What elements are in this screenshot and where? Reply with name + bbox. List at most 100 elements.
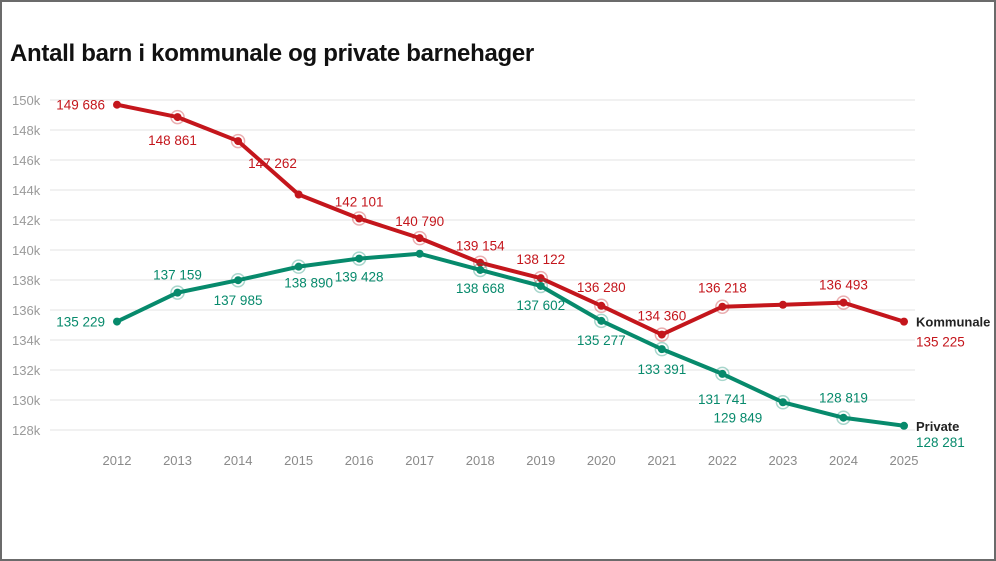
data-label: 136 218 xyxy=(698,281,747,296)
data-point xyxy=(657,330,666,339)
y-tick-label: 130k xyxy=(12,393,41,408)
y-tick-label: 132k xyxy=(12,363,41,378)
data-point-halo xyxy=(291,259,306,274)
data-label: 136 493 xyxy=(819,278,868,293)
data-point xyxy=(536,281,545,290)
data-point xyxy=(597,301,606,310)
data-label: 136 280 xyxy=(577,280,626,295)
data-point xyxy=(234,137,243,146)
data-label: 135 277 xyxy=(577,333,626,348)
series-name-label: Kommunale xyxy=(916,315,990,330)
data-point xyxy=(113,100,121,109)
data-point-halo xyxy=(594,298,609,314)
data-point xyxy=(900,421,908,430)
data-point-halo xyxy=(230,133,246,149)
y-tick-label: 128k xyxy=(12,423,41,438)
data-point-halo xyxy=(351,211,367,226)
data-label: 138 668 xyxy=(456,281,505,296)
x-tick-label: 2014 xyxy=(224,453,253,468)
data-point xyxy=(657,345,666,354)
x-tick-label: 2015 xyxy=(284,453,313,468)
data-point xyxy=(900,317,908,326)
data-point xyxy=(294,190,303,199)
data-point-halo xyxy=(533,278,549,294)
data-label: 128 819 xyxy=(819,391,868,406)
data-point-halo xyxy=(654,327,670,342)
data-point-halo xyxy=(472,262,488,278)
data-point xyxy=(355,254,364,263)
data-point xyxy=(173,113,182,122)
data-point xyxy=(718,369,727,378)
data-point xyxy=(355,214,364,223)
x-tick-label: 2017 xyxy=(405,453,434,468)
x-tick-label: 2012 xyxy=(103,453,132,468)
data-point xyxy=(718,302,727,311)
data-point xyxy=(415,249,424,258)
series-line-kommunale xyxy=(116,102,905,337)
chart-title: Antall barn i kommunale og private barne… xyxy=(10,40,534,67)
data-label: 137 602 xyxy=(516,298,565,313)
data-point-halo xyxy=(654,341,670,357)
data-label: 138 890 xyxy=(284,276,333,291)
series-name-label: Private xyxy=(916,419,959,434)
data-label: 139 428 xyxy=(335,270,384,285)
data-point-halo xyxy=(170,285,185,300)
data-point-halo xyxy=(836,295,851,310)
y-tick-label: 146k xyxy=(12,153,41,168)
data-label: 139 154 xyxy=(456,239,505,254)
y-tick-label: 134k xyxy=(12,333,41,348)
data-point xyxy=(294,262,303,271)
data-point-halo xyxy=(775,395,791,410)
data-point xyxy=(839,413,848,422)
x-tick-label: 2020 xyxy=(587,453,616,468)
x-tick-label: 2019 xyxy=(526,453,555,468)
y-tick-label: 150k xyxy=(12,93,41,108)
data-label: 135 225 xyxy=(916,335,965,350)
data-label: 129 849 xyxy=(714,410,763,425)
y-tick-label: 148k xyxy=(12,123,41,138)
data-label: 149 686 xyxy=(56,98,105,113)
x-tick-label: 2013 xyxy=(163,453,192,468)
x-tick-label: 2016 xyxy=(345,453,374,468)
x-tick-label: 2024 xyxy=(829,453,858,468)
data-point-halo xyxy=(715,299,730,314)
x-tick-label: 2025 xyxy=(890,453,919,468)
data-point xyxy=(173,288,182,297)
series-line-private xyxy=(116,251,905,428)
data-point xyxy=(415,234,424,243)
x-tick-label: 2023 xyxy=(768,453,797,468)
y-tick-label: 138k xyxy=(12,273,41,288)
data-label: 142 101 xyxy=(335,194,384,209)
data-point-halo xyxy=(351,251,367,266)
data-label: 148 861 xyxy=(148,133,197,148)
data-point xyxy=(234,276,243,285)
data-point xyxy=(778,300,787,309)
data-label: 140 790 xyxy=(395,214,444,229)
data-point-halo xyxy=(230,272,246,288)
x-tick-label: 2018 xyxy=(466,453,495,468)
data-label: 134 360 xyxy=(637,309,686,324)
data-point xyxy=(476,265,485,274)
data-point-halo xyxy=(594,313,609,329)
y-tick-label: 142k xyxy=(12,213,41,228)
data-point-halo xyxy=(715,366,730,382)
data-label: 135 229 xyxy=(56,315,105,330)
y-tick-label: 144k xyxy=(12,183,41,198)
data-point xyxy=(778,398,787,407)
data-point xyxy=(536,274,545,283)
data-point-halo xyxy=(412,230,427,246)
data-label: 138 122 xyxy=(516,252,565,267)
data-label: 147 262 xyxy=(248,156,297,171)
data-label: 131 741 xyxy=(698,392,747,407)
data-point-halo xyxy=(170,109,185,125)
data-label: 133 391 xyxy=(637,362,686,377)
data-label: 128 281 xyxy=(916,435,965,450)
data-label: 137 159 xyxy=(153,268,202,283)
x-tick-label: 2021 xyxy=(647,453,676,468)
x-tick-label: 2022 xyxy=(708,453,737,468)
data-point xyxy=(476,258,485,267)
data-point xyxy=(113,317,121,326)
data-point xyxy=(839,298,848,307)
y-tick-label: 140k xyxy=(12,243,41,258)
